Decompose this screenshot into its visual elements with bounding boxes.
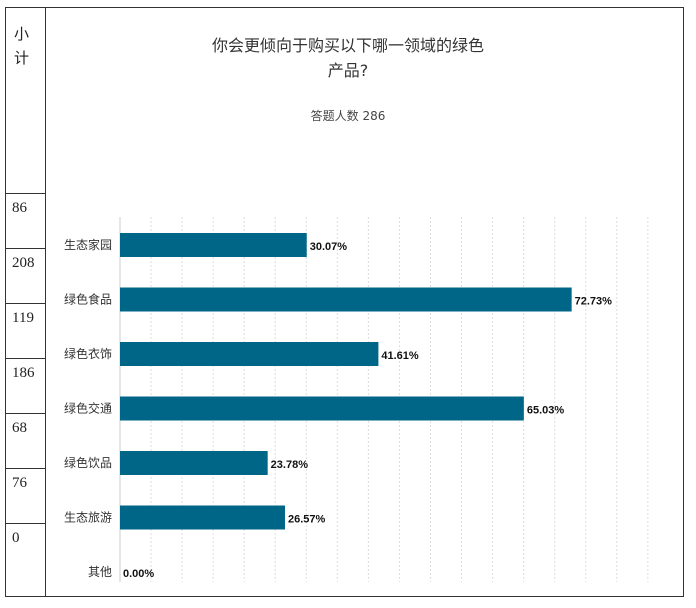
chart-title-line2: 产品? xyxy=(328,61,369,80)
bar xyxy=(120,233,307,257)
table-frame xyxy=(5,7,684,597)
data-label: 72.73% xyxy=(575,296,613,308)
count-cell: 0 xyxy=(5,524,45,597)
bar xyxy=(120,451,268,475)
bar xyxy=(120,505,285,530)
category-label: 生态家园 xyxy=(64,237,112,252)
data-label: 30.07% xyxy=(310,241,348,253)
count-value: 208 xyxy=(12,255,35,271)
count-column-header: 小 计 xyxy=(5,7,45,194)
category-label: 绿色交通 xyxy=(64,401,112,416)
data-label: 0.00% xyxy=(123,568,154,580)
category-label: 生态旅游 xyxy=(64,511,112,525)
data-label: 23.78% xyxy=(271,459,309,471)
count-value: 0 xyxy=(12,530,20,546)
category-label: 绿色衣饰 xyxy=(64,346,112,361)
count-cell: 119 xyxy=(5,304,45,359)
chart-subtitle: 答题人数 286 xyxy=(311,108,386,123)
data-label: 26.57% xyxy=(288,514,326,526)
bars: 生态家园 30.07% 绿色食品 72.73% 绿色衣饰 41.61% 绿色交通 65.03%… xyxy=(64,233,612,580)
category-label: 其他 xyxy=(88,565,112,579)
header-char-1: 小 xyxy=(14,25,30,43)
data-label: 65.03% xyxy=(527,405,565,417)
chart-title-line1: 你会更倾向于购买以下哪一领域的绿色 xyxy=(212,36,484,55)
count-cell: 86 xyxy=(5,194,45,249)
count-value: 68 xyxy=(12,420,27,436)
count-cell: 186 xyxy=(5,359,45,414)
count-value: 86 xyxy=(12,200,27,216)
count-cell: 208 xyxy=(5,249,45,304)
count-cell: 76 xyxy=(5,469,45,524)
header-char-2: 计 xyxy=(14,49,30,67)
data-label: 41.61% xyxy=(381,350,419,362)
count-column: 小 计 86 208 119 186 68 76 0 xyxy=(5,7,46,597)
count-cell: 68 xyxy=(5,414,45,469)
category-label: 绿色食品 xyxy=(64,292,112,307)
bar xyxy=(120,287,572,312)
count-value: 186 xyxy=(12,365,35,381)
bar xyxy=(120,342,379,366)
category-label: 绿色饮品 xyxy=(64,455,112,470)
count-value: 76 xyxy=(12,475,27,491)
count-value: 119 xyxy=(12,310,34,326)
bar xyxy=(120,396,524,421)
